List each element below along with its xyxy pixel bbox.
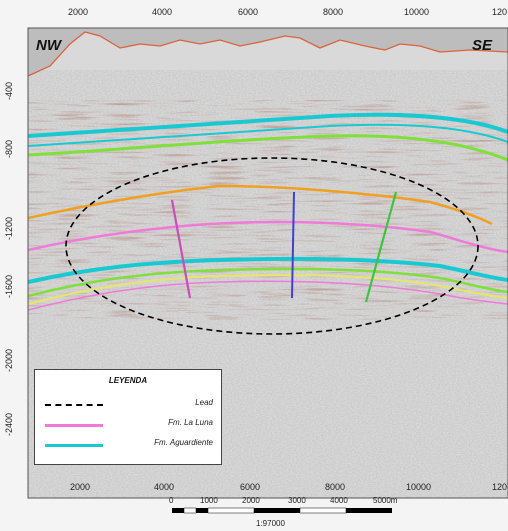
legend-item-la-luna: Fm. La Luna xyxy=(35,418,221,432)
x-bottom-tick: 10000 xyxy=(406,482,431,492)
scale-tick: 3000 xyxy=(288,496,306,505)
label-se: SE xyxy=(472,37,493,54)
x-axis-bottom: 2000 4000 6000 8000 10000 120 xyxy=(70,482,507,492)
well-magenta xyxy=(170,199,192,299)
y-axis: -400 -800 -1200 -1600 -2000 -2400 xyxy=(4,82,14,436)
scale-tick: 2000 xyxy=(242,496,260,505)
horizon-cyan-upper-2 xyxy=(28,123,508,147)
x-bottom-tick: 4000 xyxy=(154,482,174,492)
aguardiente-swatch xyxy=(45,444,103,447)
y-tick: -1200 xyxy=(4,217,14,240)
y-tick: -2400 xyxy=(4,413,14,436)
la-luna-swatch xyxy=(45,424,103,427)
air-above-topography xyxy=(28,28,508,76)
well-blue xyxy=(291,191,295,299)
scale-ratio: 1:97000 xyxy=(256,519,285,528)
y-tick: -1600 xyxy=(4,275,14,298)
y-tick: -800 xyxy=(4,140,14,158)
legend-title: LEYENDA xyxy=(108,376,148,385)
x-top-tick: 120 xyxy=(492,7,507,17)
scale-tick: 5000m xyxy=(373,496,398,505)
x-bottom-tick: 2000 xyxy=(70,482,90,492)
topography-line xyxy=(28,31,508,77)
x-top-tick: 6000 xyxy=(238,7,258,17)
x-top-tick: 2000 xyxy=(68,7,88,17)
x-bottom-tick: 120 xyxy=(492,482,507,492)
y-tick: -400 xyxy=(4,82,14,100)
x-bottom-tick: 8000 xyxy=(325,482,345,492)
legend-item-lead: Lead xyxy=(35,398,221,412)
scale-tick: 0 xyxy=(169,496,174,505)
x-top-tick: 10000 xyxy=(404,7,429,17)
lead-outline xyxy=(65,157,479,335)
legend-item-aguardiente: Fm. Aguardiente xyxy=(35,438,221,452)
legend-label-la-luna: Fm. La Luna xyxy=(168,418,213,427)
horizon-green-upper xyxy=(28,134,508,162)
x-bottom-tick: 6000 xyxy=(240,482,260,492)
scale-tick: 4000 xyxy=(330,496,348,505)
plot-frame xyxy=(27,27,508,499)
scale-tick: 1000 xyxy=(200,496,218,505)
x-top-tick: 4000 xyxy=(152,7,172,17)
x-top-tick: 8000 xyxy=(323,7,343,17)
legend-label-lead: Lead xyxy=(195,398,213,407)
well-green xyxy=(364,191,398,303)
horizon-orange xyxy=(28,184,493,226)
legend-label-aguardiente: Fm. Aguardiente xyxy=(154,438,213,447)
y-tick: -2000 xyxy=(4,349,14,372)
legend: LEYENDA Lead Fm. La Luna Fm. Aguardiente xyxy=(34,369,222,465)
horizon-cyan-upper xyxy=(28,112,508,138)
x-axis-top: 2000 4000 6000 8000 10000 120 xyxy=(68,7,507,17)
scale-bar: 0 1000 2000 3000 4000 5000m 1:97000 xyxy=(169,496,398,528)
lead-swatch xyxy=(45,404,103,406)
horizon-pink-la-luna xyxy=(28,220,508,254)
label-nw: NW xyxy=(36,37,63,54)
